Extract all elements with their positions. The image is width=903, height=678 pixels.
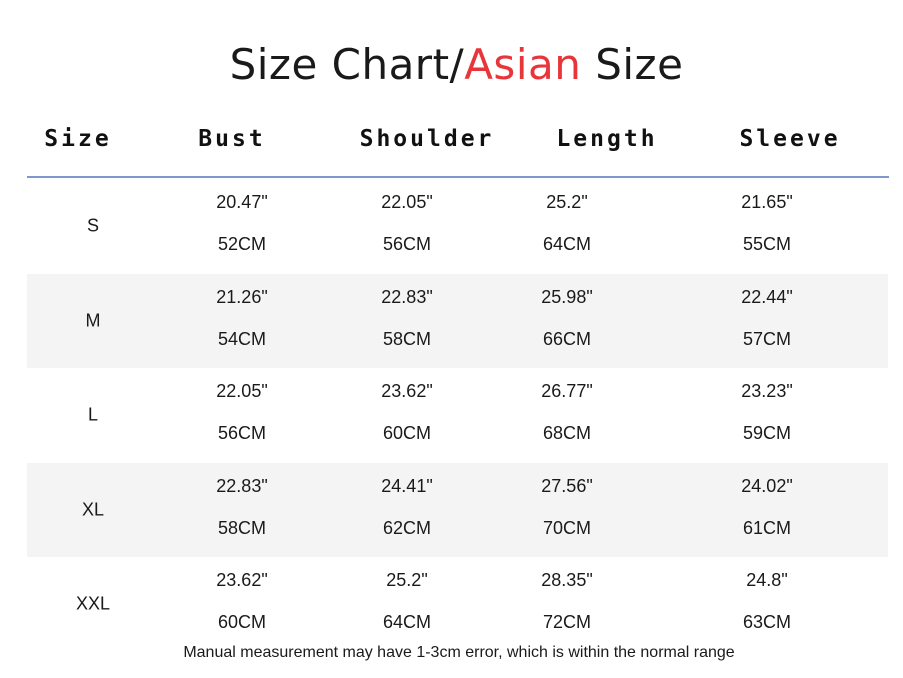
bust-cm: 54CM	[217, 328, 267, 349]
header-divider	[27, 176, 889, 178]
title-part-2: Size	[581, 40, 684, 89]
shoulder-inches: 22.05"	[381, 192, 433, 212]
measurement-note: Manual measurement may have 1-3cm error,…	[183, 644, 735, 661]
shoulder-cm: 56CM	[382, 234, 432, 254]
bust-inches: 22.05"	[216, 381, 268, 401]
length-cm: 64CM	[542, 234, 592, 254]
sleeve-cm: 59CM	[742, 423, 792, 443]
shoulder-cm: 62CM	[382, 517, 432, 538]
size-label: L	[87, 404, 99, 425]
header-bust: Bust	[198, 126, 266, 152]
length-cm: 66CM	[542, 328, 592, 349]
bust-cm: 60CM	[217, 612, 267, 632]
bust-cm: 52CM	[217, 234, 267, 254]
sleeve-inches: 23.23"	[741, 381, 793, 401]
shoulder-cm: 60CM	[382, 423, 432, 443]
length-inches: 25.98"	[541, 286, 593, 307]
bust-cm: 58CM	[217, 517, 267, 538]
length-cm: 70CM	[542, 517, 592, 538]
bust-inches: 20.47"	[216, 192, 268, 212]
header-sleeve: Sleeve	[739, 126, 841, 152]
page-title: Size Chart/Asian Size	[0, 40, 903, 89]
title-part-1: Size Chart/	[229, 40, 465, 89]
sleeve-cm: 57CM	[742, 328, 792, 349]
title-accent: Asian	[464, 40, 582, 89]
shoulder-inches: 23.62"	[381, 381, 433, 401]
bust-cm: 56CM	[217, 423, 267, 443]
size-label: S	[86, 215, 100, 236]
bust-inches: 22.83"	[216, 475, 268, 496]
table-row: L 22.05" 56CM 23.62" 60CM 26.77" 68CM 23…	[27, 368, 888, 463]
bust-inches: 21.26"	[216, 286, 268, 307]
table-row: XXL 23.62" 60CM 25.2" 64CM 28.35" 72CM 2…	[27, 557, 888, 652]
length-inches: 27.56"	[541, 475, 593, 496]
table-row: S 20.47" 52CM 22.05" 56CM 25.2" 64CM 21.…	[27, 179, 888, 274]
sleeve-inches: 24.02"	[741, 475, 793, 496]
table-row: XL 22.83" 58CM 24.41" 62CM 27.56" 70CM 2…	[27, 462, 888, 557]
shoulder-cm: 58CM	[382, 328, 432, 349]
length-inches: 26.77"	[541, 381, 593, 401]
table-header: Size Bust Shoulder Length Sleeve	[27, 118, 888, 176]
sleeve-inches: 24.8"	[746, 570, 788, 590]
header-size: Size	[44, 126, 112, 152]
size-table: S 20.47" 52CM 22.05" 56CM 25.2" 64CM 21.…	[27, 179, 888, 652]
sleeve-cm: 55CM	[742, 234, 792, 254]
sleeve-inches: 22.44"	[741, 286, 793, 307]
length-inches: 28.35"	[541, 570, 593, 590]
bust-inches: 23.62"	[216, 570, 268, 590]
sleeve-cm: 61CM	[742, 517, 792, 538]
sleeve-inches: 21.65"	[741, 192, 793, 212]
shoulder-cm: 64CM	[382, 612, 432, 632]
header-shoulder: Shoulder	[359, 126, 495, 152]
table-row: M 21.26" 54CM 22.83" 58CM 25.98" 66CM 22…	[27, 273, 888, 368]
size-label: M	[85, 310, 101, 331]
shoulder-inches: 22.83"	[381, 286, 433, 307]
size-label: XXL	[75, 593, 111, 614]
shoulder-inches: 25.2"	[386, 570, 428, 590]
length-cm: 68CM	[542, 423, 592, 443]
length-cm: 72CM	[542, 612, 592, 632]
size-label: XL	[81, 499, 105, 520]
shoulder-inches: 24.41"	[381, 475, 433, 496]
sleeve-cm: 63CM	[742, 612, 792, 632]
length-inches: 25.2"	[546, 192, 588, 212]
header-length: Length	[556, 126, 658, 152]
